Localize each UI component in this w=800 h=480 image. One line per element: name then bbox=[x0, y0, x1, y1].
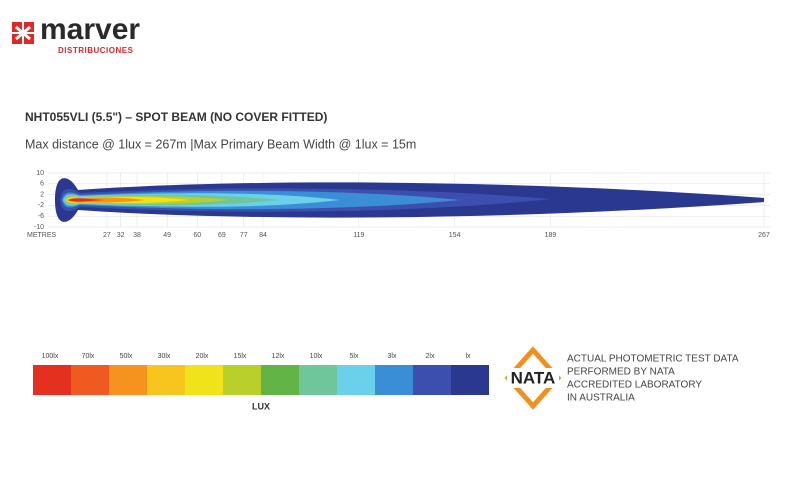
title: NHT055VLI (5.5") – SPOT BEAM (NO COVER F… bbox=[25, 110, 327, 124]
nata-line: ACTUAL PHOTOMETRIC TEST DATA bbox=[567, 354, 739, 365]
legend-label: 20lx bbox=[196, 353, 209, 360]
x-tick-label: 119 bbox=[353, 232, 364, 239]
legend-label: 3lx bbox=[388, 353, 397, 360]
x-tick-label: 77 bbox=[240, 232, 248, 239]
x-tick-label: 267 bbox=[758, 232, 770, 239]
x-tick-label: 84 bbox=[259, 232, 267, 239]
legend-label: 12lx bbox=[272, 353, 285, 360]
legend-label: 30lx bbox=[158, 353, 171, 360]
x-tick-label: 38 bbox=[133, 232, 141, 239]
legend-label: 50lx bbox=[120, 353, 133, 360]
legend-swatch bbox=[109, 365, 147, 395]
legend-swatch bbox=[375, 365, 413, 395]
legend-swatch bbox=[33, 365, 71, 395]
legend-label: 10lx bbox=[310, 353, 323, 360]
legend-swatch bbox=[185, 365, 223, 395]
legend-swatch bbox=[413, 365, 451, 395]
x-tick-label: 49 bbox=[163, 232, 171, 239]
y-tick-label: 6 bbox=[40, 181, 44, 188]
x-tick-label: 60 bbox=[193, 232, 201, 239]
x-tick-label: 189 bbox=[545, 232, 557, 239]
legend-swatch bbox=[147, 365, 185, 395]
x-tick-label: 32 bbox=[117, 232, 125, 239]
legend-label: lx bbox=[465, 353, 471, 360]
logo-icon bbox=[12, 22, 34, 44]
legend-label: 2lx bbox=[426, 353, 435, 360]
x-tick-label: 154 bbox=[449, 232, 461, 239]
y-tick-label: -10 bbox=[34, 224, 44, 231]
legend-label: 100lx bbox=[42, 353, 59, 360]
beam bbox=[55, 178, 764, 222]
legend-swatch bbox=[71, 365, 109, 395]
legend-swatch bbox=[337, 365, 375, 395]
legend-swatch bbox=[299, 365, 337, 395]
x-tick-label: 69 bbox=[218, 232, 226, 239]
y-tick-label: -2 bbox=[38, 202, 44, 209]
x-axis-label: METRES bbox=[27, 232, 57, 239]
y-tick-label: 2 bbox=[40, 191, 44, 198]
y-tick-label: 10 bbox=[36, 170, 44, 177]
brand: marver bbox=[40, 13, 140, 46]
legend-label: 5lx bbox=[350, 353, 359, 360]
legend-title: LUX bbox=[252, 401, 270, 411]
legend-swatch bbox=[451, 365, 489, 395]
nata-line: PERFORMED BY NATA bbox=[567, 367, 675, 378]
y-tick-label: -6 bbox=[38, 213, 44, 220]
nata-line: ACCREDITED LABORATORY bbox=[567, 380, 702, 391]
subtitle: Max distance @ 1lux = 267m |Max Primary … bbox=[25, 137, 416, 151]
legend-swatch bbox=[261, 365, 299, 395]
legend-label: 70lx bbox=[82, 353, 95, 360]
legend-label: 15lx bbox=[234, 353, 247, 360]
nata-line: IN AUSTRALIA bbox=[567, 393, 635, 404]
x-tick-label: 27 bbox=[103, 232, 111, 239]
tagline: DISTRIBUCIONES bbox=[58, 46, 134, 55]
nata-logo bbox=[504, 346, 562, 410]
nata-logo-text: NATA bbox=[511, 368, 556, 387]
legend-swatch bbox=[223, 365, 261, 395]
